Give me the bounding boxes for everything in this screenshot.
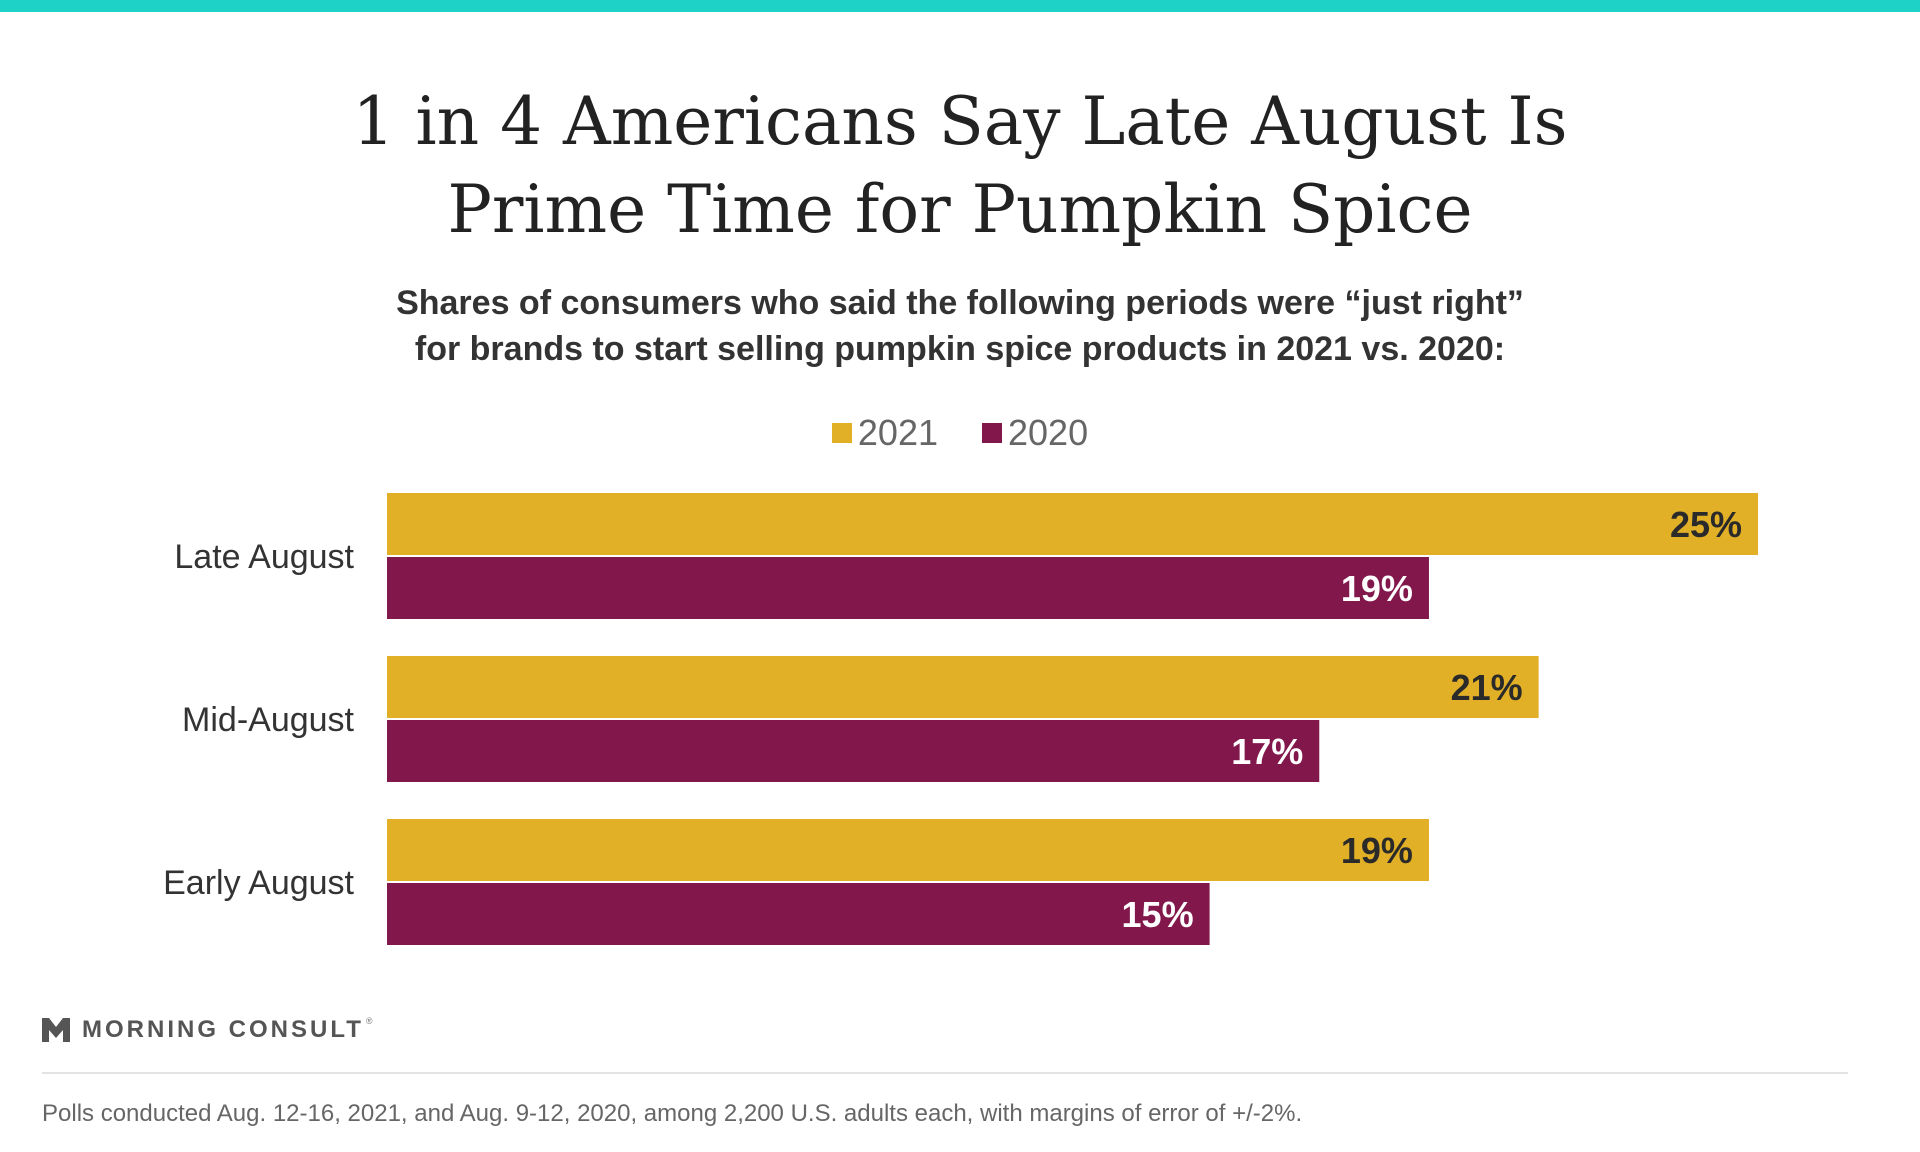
footnote: Polls conducted Aug. 12-16, 2021, and Au…: [42, 1100, 1303, 1127]
top-accent-bar: [0, 0, 1920, 12]
legend-label-2021: 2021: [857, 412, 938, 453]
category-label: Early August: [163, 864, 354, 902]
data-label-2020: 17%: [1231, 731, 1303, 772]
bar-2020: [387, 883, 1210, 945]
bar-chart: Late August 25% 19% Mid-August 21% 17% Early A…: [163, 493, 1758, 945]
chart-title: 1 in 4 Americans Say Late August Is Prim…: [160, 78, 1760, 254]
legend-item-2020: 2020: [982, 412, 1088, 454]
chart-subtitle-line-1: Shares of consumers who said the followi…: [396, 284, 1524, 322]
bar-2020: [387, 720, 1320, 782]
data-label-2021: 21%: [1451, 667, 1523, 708]
data-label-2020: 15%: [1122, 894, 1194, 935]
chart-subtitle-line-2: for brands to start selling pumpkin spic…: [414, 330, 1506, 368]
legend-swatch-2021: [831, 423, 852, 443]
legend-item-2021: 2021: [831, 412, 938, 454]
chart-legend: 2021 2020: [0, 412, 1920, 454]
morning-consult-logo: MORNING CONSULT ®: [42, 1016, 373, 1044]
footer-divider: [42, 1072, 1848, 1074]
data-label-2021: 25%: [1670, 504, 1742, 545]
bar-2021: [387, 493, 1758, 555]
bar-2021: [387, 819, 1429, 881]
logo-text: MORNING CONSULT: [82, 1016, 364, 1043]
chart-title-line-2: Prime Time for Pumpkin Spice: [447, 171, 1473, 248]
morning-consult-logo-icon: [42, 1018, 70, 1042]
category-label: Late August: [174, 538, 354, 576]
legend-label-2020: 2020: [1008, 412, 1089, 453]
category-label: Mid-August: [182, 701, 355, 739]
bar-2021: [387, 656, 1539, 718]
data-label-2020: 19%: [1341, 568, 1413, 609]
legend-swatch-2020: [982, 423, 1002, 443]
data-label-2021: 19%: [1341, 830, 1413, 871]
chart-subtitle: Shares of consumers who said the followi…: [160, 280, 1760, 372]
bar-2020: [387, 557, 1429, 619]
chart-title-line-1: 1 in 4 Americans Say Late August Is: [352, 83, 1568, 160]
logo-registered-mark: ®: [365, 1016, 373, 1026]
